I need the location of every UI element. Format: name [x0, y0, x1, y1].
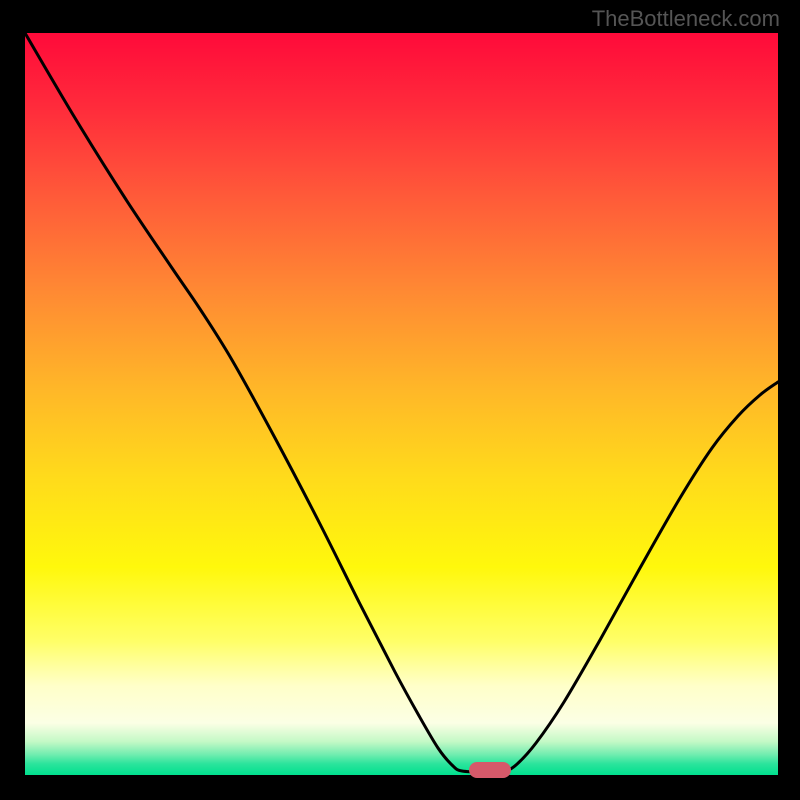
chart-container: TheBottleneck.com — [0, 0, 800, 800]
bottleneck-curve — [25, 33, 778, 775]
watermark-text: TheBottleneck.com — [592, 6, 780, 32]
optimal-marker — [469, 762, 511, 778]
plot-area — [25, 33, 778, 775]
